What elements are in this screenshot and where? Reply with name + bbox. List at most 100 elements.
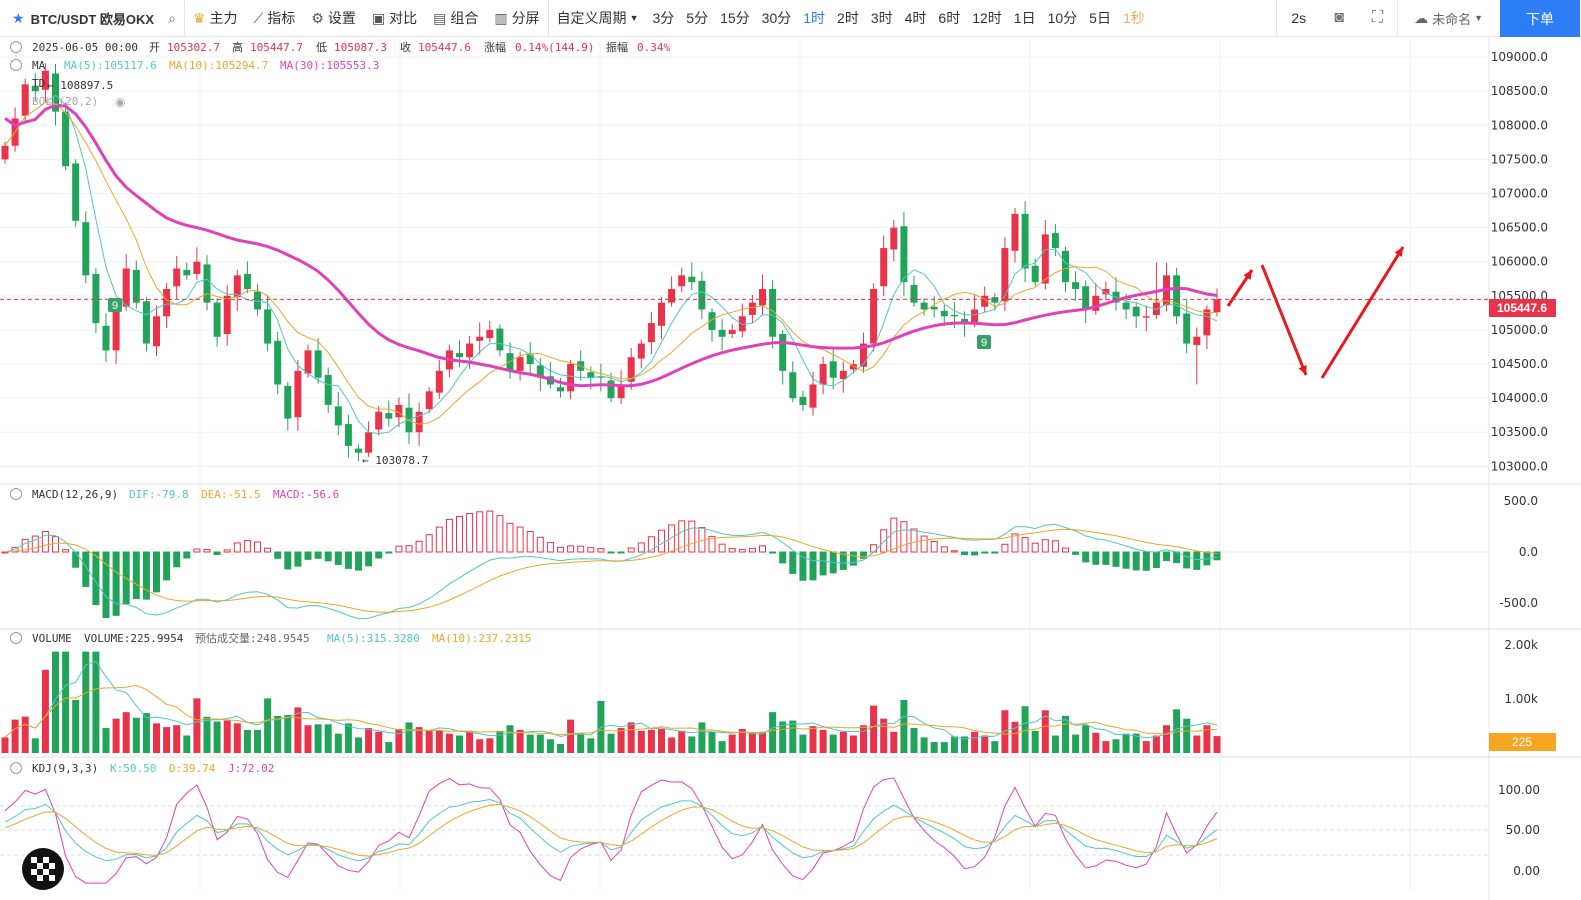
candle-body	[233, 275, 241, 298]
vol-ma5-line	[4, 660, 1218, 740]
screenshot-button[interactable]: ◙	[1320, 0, 1358, 37]
order-button[interactable]: 下单	[1500, 0, 1580, 37]
candle-body	[991, 297, 999, 303]
indicator-icon: ⟋	[253, 9, 264, 26]
volume-bar	[294, 707, 302, 753]
period-2[interactable]: 15分	[720, 10, 750, 26]
candle-body	[193, 261, 201, 274]
candle-body	[274, 340, 282, 385]
candle-body	[1122, 302, 1130, 310]
macd-bar	[1082, 551, 1090, 563]
period-12[interactable]: 5日	[1089, 10, 1111, 26]
volume-bar	[920, 737, 928, 753]
volume-bar	[1193, 735, 1201, 753]
settings-button[interactable]: ⚙ 设置	[303, 0, 364, 37]
macd-bar	[466, 512, 474, 553]
candle-body	[395, 404, 403, 418]
split-button[interactable]: ▥ 分屏	[486, 0, 547, 37]
low-label: 低	[316, 41, 327, 54]
volume-bar	[910, 728, 918, 753]
volume-bar	[516, 729, 524, 753]
macd-bar	[31, 535, 39, 553]
macd-bar	[375, 551, 383, 559]
volume-bar	[890, 731, 898, 753]
period-0[interactable]: 3分	[652, 10, 675, 26]
symbol-selector[interactable]: ★ BTC/USDT 欧易OKX ⌕	[0, 0, 184, 37]
chart-grid	[0, 40, 1489, 890]
eye-hidden-icon[interactable]: ◉	[115, 95, 125, 109]
volume-bar	[355, 737, 362, 753]
price-tick: 106000.0	[1491, 255, 1548, 269]
period-10[interactable]: 1日	[1013, 10, 1036, 26]
volume-bar	[254, 729, 261, 753]
compare-button[interactable]: ▣ 对比	[364, 0, 425, 37]
candle-body	[112, 309, 120, 351]
volume-bar	[496, 730, 504, 753]
fullscreen-button[interactable]: ⛶	[1358, 0, 1397, 37]
kline-chart[interactable]: 109000.0 108500.0 108000.0 107500.0 107000.0…	[0, 38, 1581, 900]
macd-bar	[1051, 540, 1059, 553]
candle-body	[587, 372, 595, 378]
star-icon[interactable]: ★	[12, 9, 25, 26]
period-13[interactable]: 1秒	[1122, 10, 1145, 26]
collapse-icon[interactable]	[10, 762, 22, 774]
ma5-line	[4, 94, 1218, 435]
candle-body	[1011, 213, 1019, 251]
drawn-arrows[interactable]	[1226, 246, 1405, 379]
volume-bar	[223, 720, 231, 753]
macd-bar	[223, 549, 231, 553]
macd-bar	[1062, 547, 1069, 553]
k-value: K:50.50	[110, 762, 156, 775]
period-1[interactable]: 5分	[686, 10, 709, 26]
volume-bar	[112, 718, 120, 753]
period-6[interactable]: 3时	[870, 10, 893, 26]
period-9[interactable]: 12时	[972, 10, 1002, 26]
volume-bar	[1062, 715, 1069, 753]
layout-save-dropdown[interactable]: ☁ 未命名 ▼	[1398, 0, 1499, 37]
indicator-button[interactable]: ⟋ 指标	[245, 0, 303, 37]
candle-body	[1152, 302, 1160, 315]
candle-body	[658, 302, 665, 326]
volume-bar	[658, 728, 665, 753]
volume-bar	[819, 729, 827, 753]
macd-bar	[1183, 551, 1191, 569]
high-value: 105447.7	[250, 41, 303, 54]
candle-body	[476, 336, 484, 341]
price-tick: 103000.0	[1491, 459, 1548, 473]
period-4[interactable]: 1时	[803, 10, 826, 26]
macd-bar	[112, 551, 120, 616]
volume-bar	[829, 734, 837, 753]
candle-body	[102, 325, 110, 351]
open-label: 开	[149, 41, 160, 54]
arrow-shaft	[1320, 246, 1405, 379]
collapse-icon[interactable]	[10, 59, 22, 71]
j-line	[4, 777, 1218, 884]
collapse-icon[interactable]	[10, 632, 22, 644]
volume-bar	[718, 741, 726, 753]
period-7[interactable]: 4时	[904, 10, 927, 26]
period-3[interactable]: 30分	[761, 10, 792, 26]
period-8[interactable]: 6时	[938, 10, 961, 26]
volume-bar	[183, 735, 191, 753]
refresh-interval[interactable]: 2s	[1277, 0, 1320, 37]
search-icon[interactable]: ⌕	[168, 9, 176, 26]
custom-period-dropdown[interactable]: 自定义周期 ▼	[549, 0, 647, 37]
candle-body	[940, 310, 948, 317]
volume-name: VOLUME	[32, 632, 72, 645]
candle-body	[536, 365, 544, 378]
combo-button[interactable]: ▤ 组合	[425, 0, 486, 37]
candle-body	[425, 391, 433, 410]
volume-bar	[62, 651, 70, 753]
macd-bar	[526, 530, 534, 553]
macd-bar	[597, 548, 605, 553]
period-5[interactable]: 2时	[837, 10, 859, 26]
collapse-icon[interactable]	[10, 488, 22, 500]
change-value: 0.14%(144.9)	[515, 41, 594, 54]
volume-bar	[950, 736, 958, 753]
main-button[interactable]: ♛ 主力	[185, 0, 246, 37]
period-11[interactable]: 10分	[1047, 10, 1078, 26]
volume-bar	[728, 734, 736, 753]
macd-bar	[1092, 551, 1100, 565]
candle-body	[900, 226, 908, 283]
collapse-icon[interactable]	[10, 41, 22, 53]
